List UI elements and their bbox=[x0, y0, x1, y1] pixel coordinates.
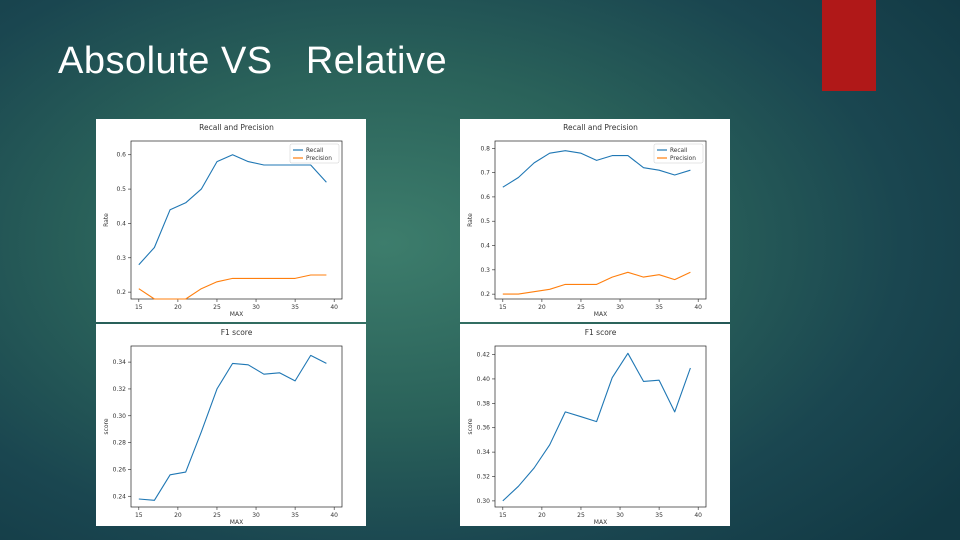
series-line-f1 bbox=[502, 352, 691, 502]
x-tick-label: 25 bbox=[213, 512, 221, 519]
series-line-recall bbox=[138, 154, 327, 266]
x-tick-label: 30 bbox=[252, 304, 260, 311]
chart-absolute-f1: F1 score 15 20 25 30 35 40 0.24 0.26 0.28 0.30 0.32… bbox=[96, 324, 366, 526]
y-tick-label: 0.40 bbox=[477, 376, 491, 383]
y-tick-label: 0.34 bbox=[477, 449, 491, 456]
x-tick-label: 15 bbox=[135, 304, 143, 311]
series-line-precision bbox=[138, 274, 327, 300]
x-axis-label: MAX bbox=[594, 519, 607, 526]
y-tick-label: 0.2 bbox=[116, 289, 126, 296]
chart-relative-f1: F1 score 15 20 25 30 35 40 0.30 0.32 0.34 0.36 0.38… bbox=[460, 324, 730, 526]
y-tick-label: 0.32 bbox=[477, 474, 491, 481]
plot-frame bbox=[130, 140, 343, 300]
y-tick-label: 0.36 bbox=[477, 425, 491, 432]
chart-svg-absolute-recall-precision: Recall and Precision 15 20 25 30 35 40 0.2 0.3 0.… bbox=[103, 123, 343, 318]
x-tick-label: 40 bbox=[330, 512, 338, 519]
chart-svg-relative-f1: F1 score 15 20 25 30 35 40 0.30 0.32 0.34 0.36 0.38… bbox=[467, 328, 707, 526]
y-tick-label: 0.7 bbox=[480, 170, 490, 177]
x-tick-label: 25 bbox=[577, 304, 585, 311]
x-tick-label: 40 bbox=[330, 304, 338, 311]
chart-svg-absolute-f1: F1 score 15 20 25 30 35 40 0.24 0.26 0.28 0.30 0.32… bbox=[103, 328, 343, 526]
chart-svg-relative-recall-precision: Recall and Precision 15 20 25 30 35 40 0.2 0.3 0.… bbox=[467, 123, 707, 318]
y-tick-label: 0.34 bbox=[113, 359, 127, 366]
y-tick-label: 0.4 bbox=[480, 243, 490, 250]
title-relative: Relative bbox=[305, 40, 448, 82]
x-tick-label: 20 bbox=[538, 512, 546, 519]
x-tick-label: 30 bbox=[616, 304, 624, 311]
legend-label-recall: Recall bbox=[670, 148, 688, 154]
x-tick-label: 25 bbox=[213, 304, 221, 311]
series-line-f1 bbox=[138, 354, 327, 501]
y-axis-label: score bbox=[103, 418, 110, 434]
y-tick-label: 0.38 bbox=[477, 400, 491, 407]
x-tick-label: 20 bbox=[538, 304, 546, 311]
legend-label-precision: Precision bbox=[670, 156, 696, 162]
x-tick-label: 20 bbox=[174, 512, 182, 519]
x-tick-label: 40 bbox=[694, 304, 702, 311]
plot-frame bbox=[494, 140, 707, 300]
y-tick-label: 0.6 bbox=[480, 194, 490, 201]
chart-title: Recall and Precision bbox=[199, 123, 274, 132]
chart-title: F1 score bbox=[585, 328, 617, 337]
y-tick-label: 0.3 bbox=[480, 267, 490, 274]
x-tick-label: 15 bbox=[499, 304, 507, 311]
series-line-precision bbox=[502, 271, 691, 295]
y-tick-label: 0.26 bbox=[113, 466, 127, 473]
legend-label-precision: Precision bbox=[306, 156, 332, 162]
y-tick-label: 0.30 bbox=[477, 498, 491, 505]
y-tick-label: 0.32 bbox=[113, 386, 127, 393]
chart-title: Recall and Precision bbox=[563, 123, 638, 132]
x-axis-label: MAX bbox=[230, 311, 243, 318]
y-tick-label: 0.2 bbox=[480, 291, 490, 298]
x-tick-label: 30 bbox=[252, 512, 260, 519]
y-tick-label: 0.8 bbox=[480, 145, 490, 152]
y-tick-label: 0.30 bbox=[113, 413, 127, 420]
plot-frame bbox=[494, 345, 707, 508]
x-tick-label: 20 bbox=[174, 304, 182, 311]
chart-absolute-recall-precision: Recall and Precision 15 20 25 30 35 40 0.2 0.3 0.… bbox=[96, 119, 366, 322]
chart-relative-recall-precision: Recall and Precision 15 20 25 30 35 40 0.2 0.3 0.… bbox=[460, 119, 730, 322]
y-tick-label: 0.4 bbox=[116, 220, 126, 227]
y-axis-label: Rate bbox=[103, 213, 110, 227]
x-axis-label: MAX bbox=[230, 519, 243, 526]
legend-label-recall: Recall bbox=[306, 148, 324, 154]
x-tick-label: 15 bbox=[499, 512, 507, 519]
x-tick-label: 35 bbox=[291, 304, 299, 311]
x-tick-label: 30 bbox=[616, 512, 624, 519]
x-tick-label: 35 bbox=[291, 512, 299, 519]
plot-frame bbox=[130, 345, 343, 508]
title-absolute: Absolute VS bbox=[58, 40, 273, 82]
y-axis-label: score bbox=[467, 418, 474, 434]
y-tick-label: 0.3 bbox=[116, 255, 126, 262]
x-tick-label: 15 bbox=[135, 512, 143, 519]
x-tick-label: 25 bbox=[577, 512, 585, 519]
x-tick-label: 35 bbox=[655, 512, 663, 519]
y-tick-label: 0.42 bbox=[477, 352, 491, 359]
y-tick-label: 0.6 bbox=[116, 152, 126, 159]
chart-title: F1 score bbox=[221, 328, 253, 337]
x-tick-label: 35 bbox=[655, 304, 663, 311]
series-line-recall bbox=[502, 150, 691, 188]
red-accent-bar bbox=[822, 0, 876, 91]
slide-title: Absolute VS Relative bbox=[58, 40, 447, 83]
x-tick-label: 40 bbox=[694, 512, 702, 519]
x-axis-label: MAX bbox=[594, 311, 607, 318]
y-tick-label: 0.24 bbox=[113, 493, 127, 500]
y-tick-label: 0.5 bbox=[116, 186, 126, 193]
y-axis-label: Rate bbox=[467, 213, 474, 227]
y-tick-label: 0.5 bbox=[480, 218, 490, 225]
y-tick-label: 0.28 bbox=[113, 440, 127, 447]
